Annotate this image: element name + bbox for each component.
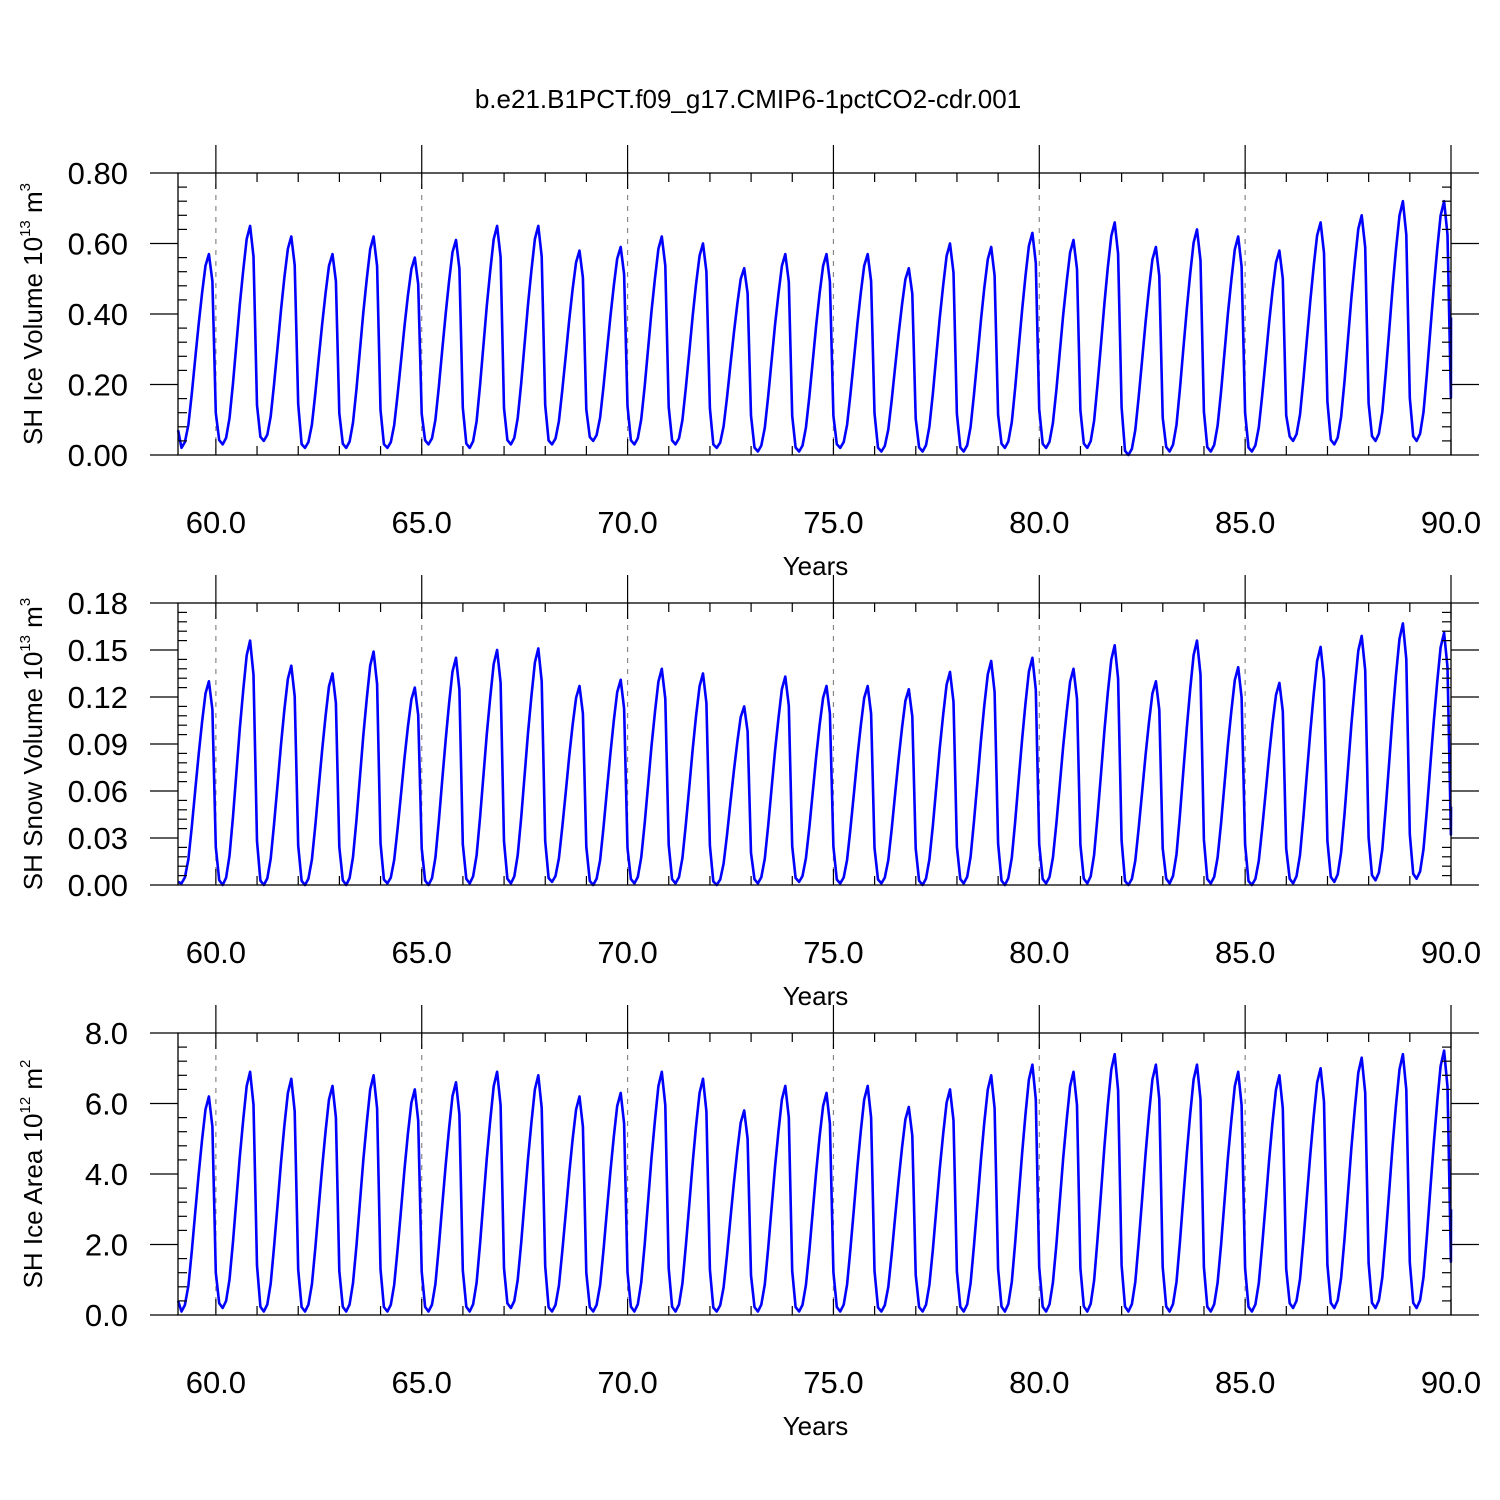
x-tick-label: 70.0 <box>597 505 657 540</box>
x-axis-label: Years <box>783 1411 849 1441</box>
x-axis-label: Years <box>783 551 849 581</box>
y-tick-label: 0.60 <box>68 227 128 262</box>
y-tick-label: 0.12 <box>68 680 128 715</box>
y-tick-label: 0.20 <box>68 368 128 403</box>
y-tick-label: 0.09 <box>68 727 128 762</box>
x-tick-label: 70.0 <box>597 935 657 970</box>
x-tick-label: 70.0 <box>597 1365 657 1400</box>
panels: 60.0 65.0 70.0 75.0 80.0 85.0 90.0 Years 0.00 0.2… <box>17 145 1481 1441</box>
y-tick-label: 0.18 <box>68 586 128 621</box>
y-axis-label: SH Ice Volume 1013 m3 <box>17 183 48 445</box>
panel-2: 60.0 65.0 70.0 75.0 80.0 85.0 90.0 Years 0.00 0.0… <box>17 575 1481 1011</box>
x-tick-label: 75.0 <box>803 935 863 970</box>
y-tick-label: 0.00 <box>68 438 128 473</box>
x-tick-label: 65.0 <box>392 1365 452 1400</box>
y-tick-label: 0.80 <box>68 156 128 191</box>
y-tick-label: 0.0 <box>85 1298 128 1333</box>
y-tick-label: 8.0 <box>85 1016 128 1051</box>
x-tick-label: 60.0 <box>186 935 246 970</box>
x-tick-label: 90.0 <box>1421 505 1481 540</box>
series-line <box>176 1049 1453 1313</box>
x-tick-label: 65.0 <box>392 935 452 970</box>
y-tick-label: 6.0 <box>85 1087 128 1122</box>
series-line <box>177 622 1453 887</box>
x-tick-label: 85.0 <box>1215 1365 1275 1400</box>
x-tick-label: 85.0 <box>1215 935 1275 970</box>
y-tick-label: 0.40 <box>68 297 128 332</box>
y-tick-label: 0.03 <box>68 821 128 856</box>
x-tick-label: 90.0 <box>1421 935 1481 970</box>
y-tick-label: 0.00 <box>68 868 128 903</box>
y-tick-label: 4.0 <box>85 1157 128 1192</box>
figure-title: b.e21.B1PCT.f09_g17.CMIP6-1pctCO2-cdr.00… <box>475 84 1021 114</box>
x-tick-label: 75.0 <box>803 1365 863 1400</box>
y-tick-label: 0.15 <box>68 633 128 668</box>
x-tick-label: 90.0 <box>1421 1365 1481 1400</box>
x-tick-label: 80.0 <box>1009 505 1069 540</box>
x-tick-label: 80.0 <box>1009 935 1069 970</box>
x-tick-label: 75.0 <box>803 505 863 540</box>
y-tick-label: 2.0 <box>85 1228 128 1263</box>
x-tick-label: 60.0 <box>186 505 246 540</box>
x-tick-label: 65.0 <box>392 505 452 540</box>
series-line <box>176 199 1453 457</box>
x-tick-label: 80.0 <box>1009 1365 1069 1400</box>
panel-1: 60.0 65.0 70.0 75.0 80.0 85.0 90.0 Years 0.00 0.2… <box>17 145 1481 581</box>
x-axis-label: Years <box>783 981 849 1011</box>
y-axis-label: SH Snow Volume 1013 m3 <box>17 598 48 890</box>
y-axis-label: SH Ice Area 1012 m2 <box>17 1060 48 1289</box>
x-tick-label: 60.0 <box>186 1365 246 1400</box>
y-tick-label: 0.06 <box>68 774 128 809</box>
panel-3: 60.0 65.0 70.0 75.0 80.0 85.0 90.0 Years 0.0 2.0 4… <box>17 1005 1481 1441</box>
x-tick-label: 85.0 <box>1215 505 1275 540</box>
